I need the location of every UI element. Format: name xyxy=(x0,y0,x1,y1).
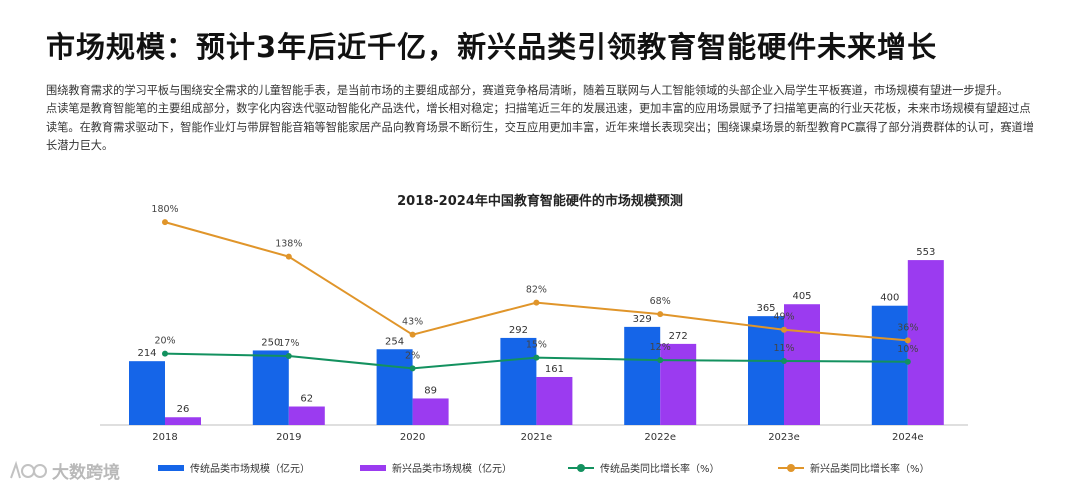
bar xyxy=(500,337,537,425)
line-data-label: 36% xyxy=(897,322,918,333)
line-point xyxy=(904,358,911,365)
bar-data-label: 365 xyxy=(756,303,775,314)
bar xyxy=(129,361,165,425)
line-data-label: 49% xyxy=(773,312,794,323)
x-tick-label: 2022e xyxy=(644,432,676,443)
line-point xyxy=(162,350,168,357)
line-data-label: 15% xyxy=(526,340,547,351)
legend-label-traditional-growth: 传统品类同比增长率（%） xyxy=(600,464,720,475)
legend-swatch-emerging-growth xyxy=(778,463,804,472)
line-point xyxy=(781,357,787,364)
x-tick-label: 2018 xyxy=(152,432,177,443)
watermark: 大数跨境 xyxy=(8,458,120,483)
x-tick-label: 2024e xyxy=(892,432,924,443)
bar-data-label: 329 xyxy=(633,314,652,325)
line-point xyxy=(533,299,540,306)
x-tick-label: 2020 xyxy=(400,432,425,443)
bar xyxy=(376,349,413,425)
bar-data-label: 292 xyxy=(509,325,528,336)
description: 围绕教育需求的学习平板与围绕安全需求的儿童智能手表，是当前市场的主要组成部分，赛… xyxy=(46,82,1036,156)
bar-data-label: 272 xyxy=(669,331,688,342)
description-paragraph-2: 点读笔是教育智能笔的主要组成部分，数字化内容迭代驱动智能化产品迭代，增长相对稳定… xyxy=(46,102,1034,153)
chart-title: 2018-2024年中国教育智能硬件的市场规模预测 xyxy=(397,194,683,209)
legend-item-traditional-size: 传统品类市场规模（亿元） xyxy=(158,460,310,475)
bar xyxy=(536,376,573,425)
bar-data-label: 553 xyxy=(916,247,935,258)
description-paragraph-1: 围绕教育需求的学习平板与围绕安全需求的儿童智能手表，是当前市场的主要组成部分，赛… xyxy=(46,84,1009,97)
bar-data-label: 405 xyxy=(792,291,811,302)
line-data-label: 12% xyxy=(650,342,671,353)
bar-data-label: 89 xyxy=(424,385,437,396)
bar-data-label: 62 xyxy=(300,394,313,405)
line-data-label: 180% xyxy=(151,204,178,215)
line-data-label: 17% xyxy=(278,338,299,349)
line-point xyxy=(285,353,292,360)
line-data-label: 138% xyxy=(275,239,302,250)
bar-data-label: 400 xyxy=(880,293,899,304)
legend-item-emerging-size: 新兴品类市场规模（亿元） xyxy=(360,460,512,475)
bar xyxy=(252,350,289,425)
bar-data-label: 254 xyxy=(385,336,404,347)
legend-swatch-traditional-growth xyxy=(568,463,594,472)
page-title: 市场规模：预计3年后近千亿，新兴品类引领教育智能硬件未来增长 xyxy=(46,30,938,64)
line-point xyxy=(657,357,664,364)
bar xyxy=(624,326,661,425)
bar xyxy=(165,417,201,425)
bar xyxy=(748,316,784,425)
line-data-label: 10% xyxy=(897,344,918,355)
bar-data-label: 161 xyxy=(545,364,564,375)
bar xyxy=(412,398,449,425)
line-data-label: 2% xyxy=(405,350,420,361)
legend-label-emerging-growth: 新兴品类同比增长率（%） xyxy=(810,464,930,475)
watermark-text: 大数跨境 xyxy=(52,463,120,483)
line-point xyxy=(657,311,664,318)
line-data-label: 11% xyxy=(773,343,794,354)
legend-label-emerging-size: 新兴品类市场规模（亿元） xyxy=(392,464,512,475)
bar xyxy=(784,304,820,425)
bar-data-label: 214 xyxy=(137,348,156,359)
bar-data-label: 250 xyxy=(261,337,280,348)
line-point xyxy=(409,331,416,338)
line-point xyxy=(781,326,787,333)
line-data-label: 82% xyxy=(526,285,547,296)
bar xyxy=(907,260,944,425)
bar xyxy=(288,406,325,425)
line-point xyxy=(904,337,911,344)
bar-data-label: 26 xyxy=(177,404,190,415)
line-data-label: 68% xyxy=(650,296,671,307)
legend-swatch-emerging-size xyxy=(360,464,386,471)
watermark-logo-icon xyxy=(10,460,47,478)
line-point xyxy=(162,219,168,226)
x-tick-label: 2021e xyxy=(521,432,553,443)
legend-item-emerging-growth: 新兴品类同比增长率（%） xyxy=(778,460,930,475)
legend-swatch-traditional-size xyxy=(158,464,184,471)
line-data-label: 43% xyxy=(402,317,423,328)
bar xyxy=(660,343,697,425)
x-tick-label: 2023e xyxy=(768,432,800,443)
legend-label-traditional-size: 传统品类市场规模（亿元） xyxy=(190,464,310,475)
line-point xyxy=(533,354,540,361)
legend-item-traditional-growth: 传统品类同比增长率（%） xyxy=(568,460,720,475)
bar xyxy=(871,305,908,425)
x-tick-label: 2019 xyxy=(276,432,301,443)
line-point xyxy=(409,365,416,372)
line-data-label: 20% xyxy=(154,336,175,347)
line-point xyxy=(285,253,292,260)
